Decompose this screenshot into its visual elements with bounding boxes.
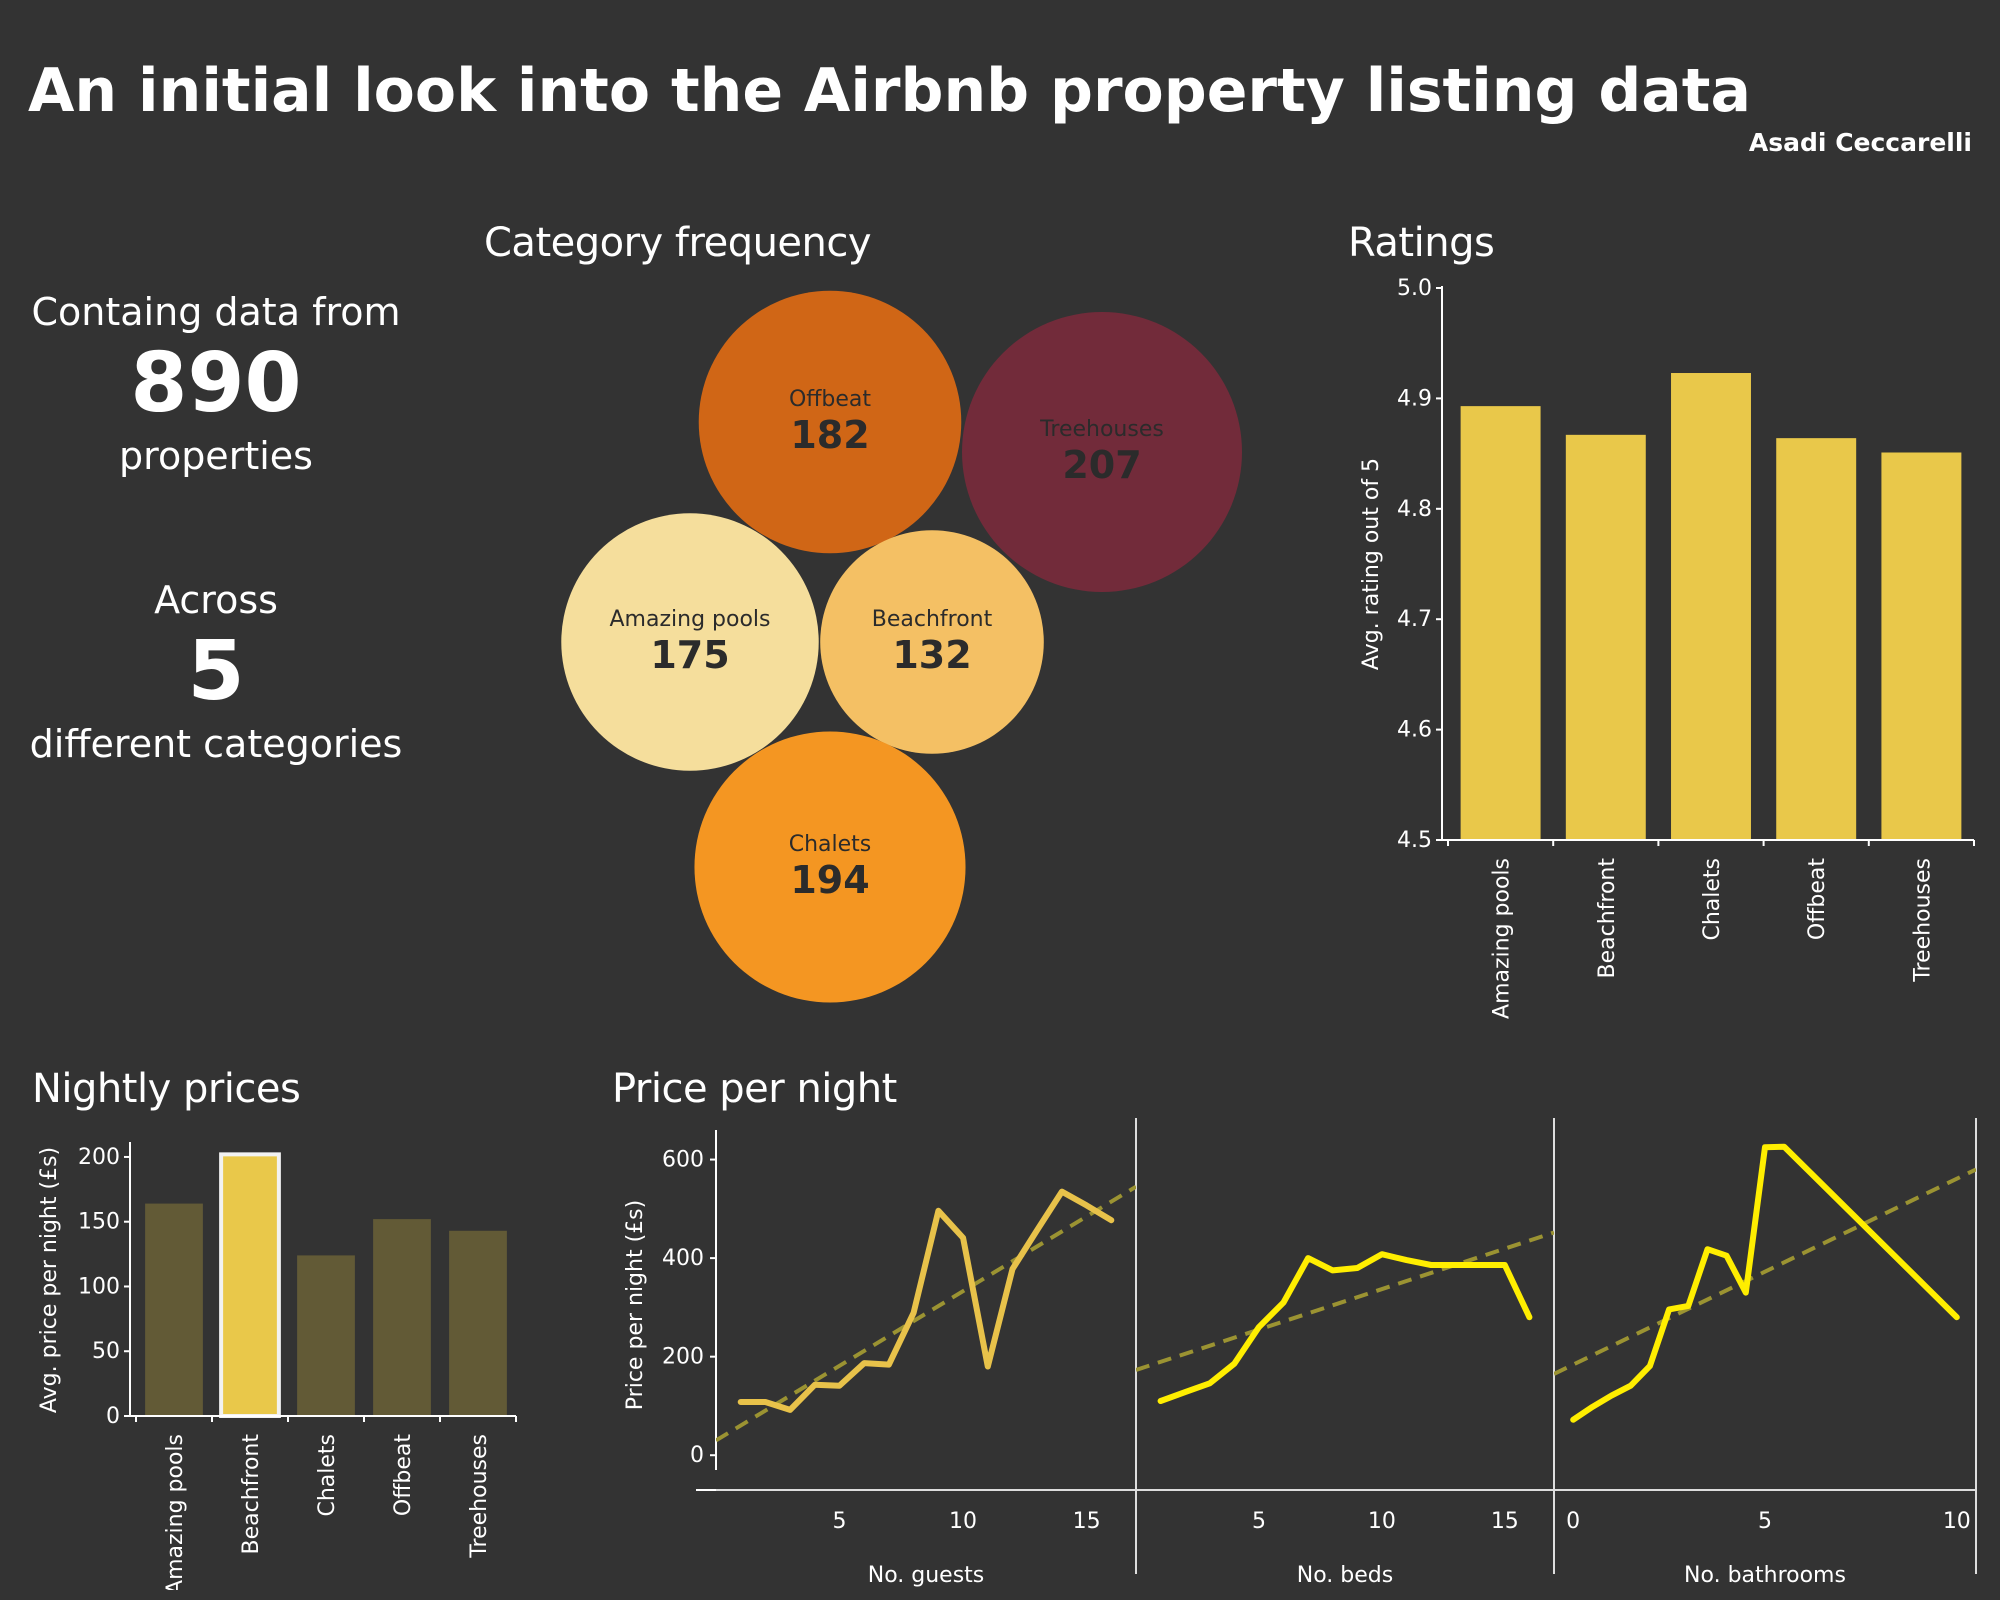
price-per-night-chart: 0 200 400 600 Price per night (£s) 5 10 15 No. g…	[623, 1118, 1977, 1588]
x-tick-label-offbeat: Offbeat	[1805, 858, 1830, 940]
x-tick-label-no-guests: 10	[949, 1509, 977, 1534]
kpi-properties: Containg data from 890 properties	[16, 288, 416, 480]
x-tick-label-chalets: Chalets	[315, 1434, 340, 1517]
bar-amazing-pools	[1460, 406, 1541, 840]
bubble-value-chalets: 194	[790, 858, 869, 902]
bar-treehouses	[1881, 452, 1962, 840]
y-tick-label: 50	[92, 1339, 120, 1364]
y-tick-label: 100	[78, 1274, 120, 1299]
bubble-label-offbeat: Offbeat	[789, 387, 871, 412]
nightly-prices-chart: Amazing pools Beachfront Chalets Offbeat Tre…	[37, 1142, 517, 1590]
bar-beachfront	[1565, 434, 1646, 840]
kpi-categories-value: 5	[187, 624, 245, 719]
ratings-title: Ratings	[1348, 220, 1495, 266]
x-tick-label-no-bathrooms: 5	[1758, 1509, 1772, 1534]
bubble-label-amazing-pools: Amazing pools	[610, 607, 771, 632]
x-tick-label-treehouses: Treehouses	[467, 1434, 492, 1559]
x-axis-label-no-beds: No. beds	[1297, 1563, 1393, 1588]
kpi-categories-pre: Across	[154, 578, 278, 622]
bubble-offbeat	[698, 290, 962, 554]
author-name: Asadi Ceccarelli	[1748, 128, 1972, 157]
y-tick-label: 600	[662, 1148, 704, 1173]
page-title: An initial look into the Airbnb property…	[28, 56, 1751, 126]
bubble-treehouses	[962, 312, 1242, 592]
kpi-categories-post: different categories	[29, 722, 403, 766]
y-tick-label: 4.9	[1397, 386, 1432, 411]
x-tick-label-beachfront: Beachfront	[1595, 858, 1620, 979]
bar-offbeat	[1776, 438, 1857, 840]
x-axis-label-no-guests: No. guests	[868, 1563, 985, 1588]
x-tick-label-treehouses: Treehouses	[1910, 858, 1935, 983]
price-line-no-guests	[737, 1188, 1115, 1413]
bubble-label-chalets: Chalets	[789, 832, 872, 857]
bar-chalets	[1671, 373, 1751, 840]
bar-beachfront	[219, 1152, 281, 1418]
y-tick-label: 0	[690, 1443, 704, 1468]
kpi-properties-post: properties	[119, 434, 313, 478]
x-axis-label-no-bathrooms: No. bathrooms	[1684, 1563, 1846, 1588]
y-tick-label: 4.5	[1397, 828, 1432, 853]
y-tick-label: 200	[78, 1145, 120, 1170]
y-tick-label: 5.0	[1397, 276, 1432, 301]
ratings-chart: Amazing pools Beachfront Chalets Offbeat Tre…	[1359, 276, 1975, 1019]
bubble-amazing-pools	[561, 513, 819, 771]
price-line-no-beds	[1157, 1251, 1533, 1404]
x-tick-label-chalets: Chalets	[1700, 858, 1725, 941]
y-tick-label: 0	[106, 1404, 120, 1429]
trend-line-no-bathrooms	[1554, 1167, 1976, 1376]
trend-line-no-guests	[716, 1184, 1136, 1443]
x-tick-label-amazing-pools: Amazing pools	[1490, 858, 1515, 1019]
bubble-value-treehouses: 207	[1062, 443, 1141, 487]
bubble-label-beachfront: Beachfront	[872, 607, 993, 632]
kpi-categories: Across 5 different categories	[16, 576, 416, 768]
y-tick-label: 4.7	[1397, 607, 1432, 632]
x-tick-label-amazing-pools: Amazing pools	[163, 1434, 188, 1590]
y-tick-label: 4.6	[1397, 718, 1432, 743]
x-tick-label-no-bathrooms: 10	[1943, 1509, 1971, 1534]
kpi-properties-pre: Containg data from	[31, 290, 401, 334]
price-line-no-bathrooms	[1570, 1143, 1960, 1423]
bubble-beachfront	[820, 530, 1044, 754]
x-tick-label-no-guests: 15	[1073, 1509, 1101, 1534]
y-tick-label: 200	[662, 1345, 704, 1370]
y-axis-label: Avg. rating out of 5	[1359, 458, 1384, 670]
y-tick-label: 400	[662, 1246, 704, 1271]
bar-chalets	[297, 1255, 355, 1416]
bubble-value-amazing-pools: 175	[650, 633, 729, 677]
x-tick-label-no-bathrooms: 0	[1566, 1509, 1580, 1534]
trend-line-no-beds	[1136, 1230, 1554, 1372]
x-tick-label-no-beds: 10	[1368, 1509, 1396, 1534]
x-tick-label-no-beds: 5	[1252, 1509, 1266, 1534]
y-axis-label: Avg. price per night (£s)	[37, 1147, 62, 1413]
bar-treehouses	[449, 1230, 507, 1416]
x-tick-label-offbeat: Offbeat	[391, 1434, 416, 1516]
y-tick-label: 150	[78, 1210, 120, 1235]
bubble-label-treehouses: Treehouses	[1039, 417, 1164, 442]
price-per-night-title: Price per night	[612, 1066, 897, 1112]
kpi-properties-value: 890	[130, 336, 302, 431]
bar-offbeat	[373, 1219, 431, 1416]
bubble-chalets	[694, 731, 966, 1003]
bubble-value-offbeat: 182	[790, 413, 869, 457]
bar-amazing-pools	[145, 1203, 203, 1416]
y-tick-label: 4.8	[1397, 497, 1432, 522]
bubble-value-beachfront: 132	[892, 633, 971, 677]
y-axis-label: Price per night (£s)	[623, 1200, 648, 1410]
category-frequency-title: Category frequency	[484, 220, 872, 266]
x-tick-label-no-guests: 5	[833, 1509, 847, 1534]
x-tick-label-beachfront: Beachfront	[239, 1434, 264, 1555]
nightly-prices-title: Nightly prices	[32, 1066, 301, 1112]
x-tick-label-no-beds: 15	[1491, 1509, 1519, 1534]
